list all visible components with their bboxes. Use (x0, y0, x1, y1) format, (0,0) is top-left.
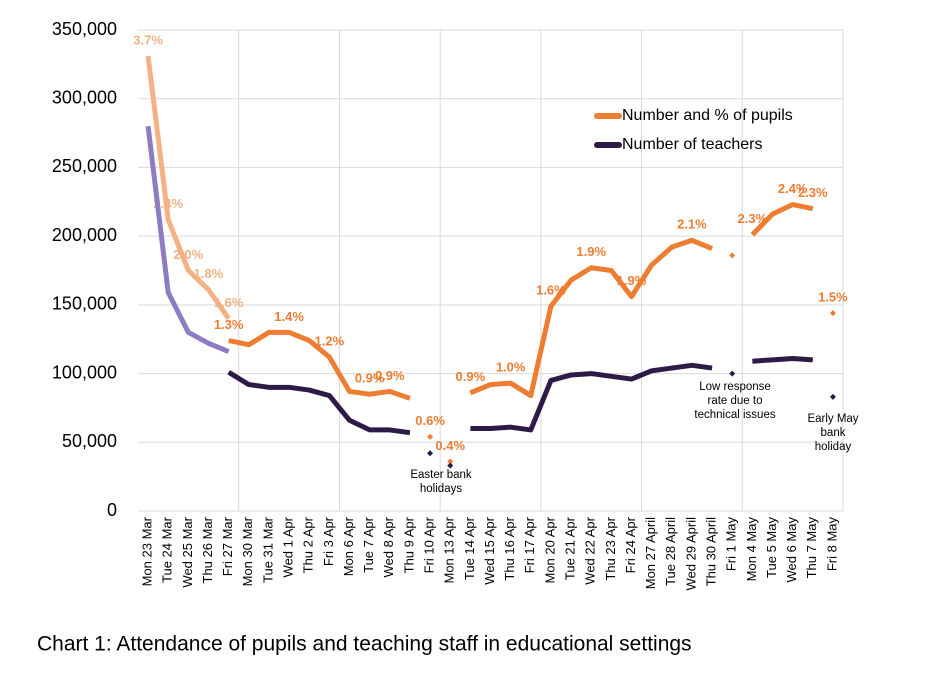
x-tick-label: Thu 2 Apr (301, 516, 316, 573)
percent-label: 2.3% (738, 211, 768, 226)
annotation: holiday (815, 441, 852, 453)
annotation: Low response (699, 381, 771, 393)
series-line (145, 55, 231, 321)
x-tick-label: Wed 29 April (683, 517, 698, 591)
annotation: technical issues (694, 409, 775, 421)
percent-label: 2.4% (153, 196, 183, 211)
x-tick-label: Tue 7 Apr (361, 516, 376, 573)
percent-label: 1.3% (214, 317, 244, 332)
annotation: holidays (420, 483, 462, 495)
percent-label: 1.2% (315, 334, 345, 349)
series-line (145, 125, 230, 354)
percent-label: 0.9% (456, 369, 486, 384)
y-tick-label: 250,000 (52, 156, 117, 176)
percent-label: 3.7% (133, 33, 163, 48)
x-tick-label: Fri 1 May (724, 517, 739, 572)
x-tick-label: Mon 27 April (643, 517, 658, 589)
x-tick-label: Fri 3 Apr (321, 516, 336, 566)
x-tick-label: Tue 14 Apr (462, 516, 477, 580)
x-tick-label: Mon 4 May (744, 517, 759, 582)
point-marker (427, 450, 434, 457)
x-tick-label: Tue 28 April (663, 517, 678, 586)
series-line (227, 355, 813, 436)
x-tick-label: Fri 10 Apr (422, 516, 437, 573)
point-marker (447, 458, 454, 465)
x-tick-label: Wed 6 May (784, 517, 799, 583)
x-tick-label: Tue 21 Apr (563, 516, 578, 580)
point-marker (729, 370, 736, 377)
x-tick-label: Mon 20 Apr (542, 516, 557, 583)
y-tick-label: 150,000 (52, 294, 117, 314)
x-tick-label: Fri 27 Mar (220, 516, 235, 576)
percent-label: 1.5% (818, 290, 848, 305)
annotation: rate due to (708, 395, 763, 407)
x-tick-label: Mon 30 Mar (240, 516, 255, 586)
x-tick-label: Thu 9 Apr (401, 516, 416, 573)
legend-label: Number and % of pupils (622, 107, 793, 124)
percent-label: 0.9% (355, 371, 385, 386)
x-tick-label: Mon 13 Apr (442, 516, 457, 583)
percent-label: 1.8% (194, 266, 224, 281)
percent-label: 1.9% (576, 244, 606, 259)
percent-label: 1.6% (214, 295, 244, 310)
legend-label: Number of teachers (622, 136, 763, 153)
x-tick-label: Fri 8 May (824, 517, 839, 572)
y-tick-label: 200,000 (52, 225, 117, 245)
annotation: Early May (807, 413, 858, 425)
point-marker (829, 393, 836, 400)
x-tick-label: Wed 15 Apr (482, 516, 497, 584)
percent-label: 2.4% (778, 181, 808, 196)
x-tick-label: Tue 31 Mar (260, 516, 275, 583)
percent-label: 2.1% (677, 217, 707, 232)
percent-label: 1.0% (496, 360, 526, 375)
percent-label: 0.4% (435, 438, 465, 453)
x-tick-label: Tue 24 Mar (160, 516, 175, 583)
y-tick-label: 300,000 (52, 87, 117, 107)
y-tick-label: 350,000 (52, 19, 117, 39)
point-marker (829, 310, 836, 317)
x-tick-label: Thu 16 Apr (502, 516, 517, 580)
percent-label: 0.6% (415, 413, 445, 428)
annotation: Easter bank (410, 469, 472, 481)
x-tick-label: Fri 24 Apr (623, 516, 638, 573)
x-tick-label: Wed 22 Apr (583, 516, 598, 584)
x-tick-label: Fri 17 Apr (522, 516, 537, 573)
x-tick-label: Wed 25 Mar (180, 516, 195, 587)
point-marker (427, 433, 434, 440)
percent-label: 2.0% (174, 247, 204, 262)
percent-label: 2.3% (798, 185, 828, 200)
percent-label: 1.9% (617, 273, 647, 288)
point-marker (729, 252, 736, 259)
x-tick-label: Thu 23 Apr (603, 516, 618, 580)
x-tick-label: Wed 1 Apr (281, 516, 296, 577)
percent-label: 1.6% (536, 283, 566, 298)
y-tick-label: 100,000 (52, 362, 117, 382)
point-marker (447, 462, 454, 469)
series-line (228, 202, 814, 401)
percent-label: 1.4% (274, 309, 304, 324)
x-tick-label: Mon 6 Apr (341, 516, 356, 576)
x-tick-label: Tue 5 May (764, 517, 779, 578)
x-tick-label: Thu 30 April (704, 517, 719, 586)
x-tick-label: Wed 8 Apr (381, 516, 396, 577)
caption: Chart 1: Attendance of pupils and teachi… (37, 633, 692, 656)
percent-label: 0.9% (375, 368, 405, 383)
y-tick-label: 50,000 (62, 431, 117, 451)
x-tick-label: Thu 26 Mar (200, 516, 215, 583)
x-tick-label: Thu 7 May (804, 517, 819, 579)
x-tick-label: Mon 23 Mar (140, 516, 155, 586)
y-tick-label: 0 (107, 500, 117, 520)
annotation: bank (821, 427, 846, 439)
